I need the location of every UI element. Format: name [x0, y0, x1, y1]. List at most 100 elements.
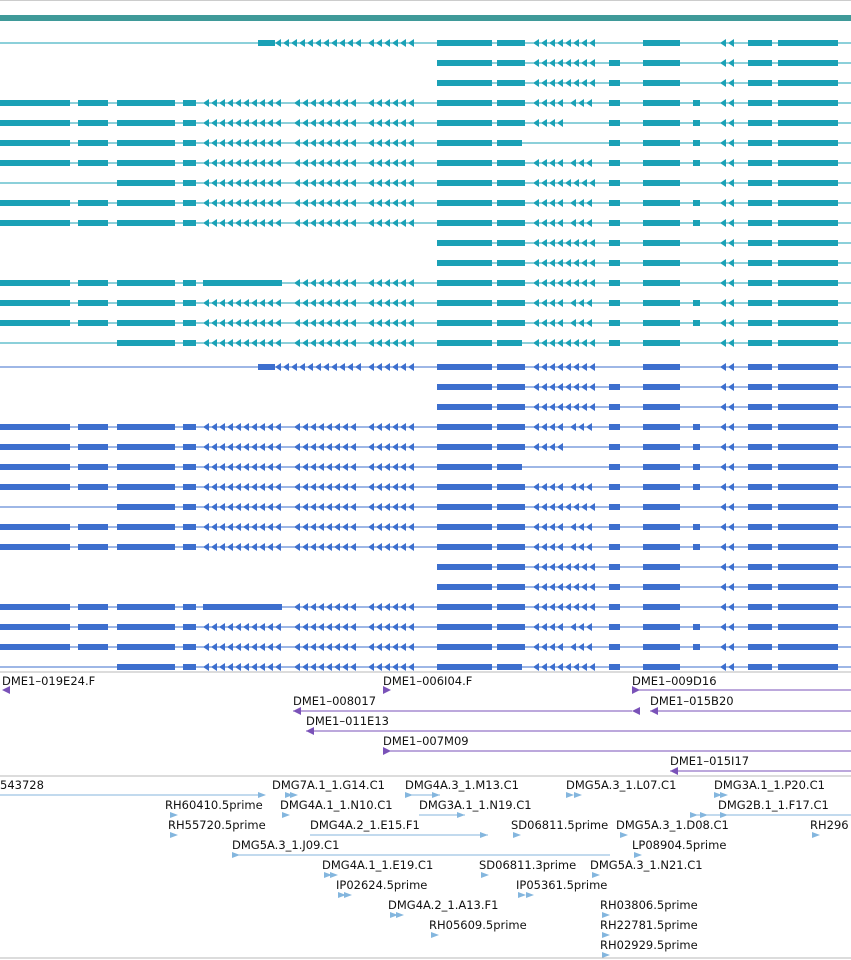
gene-model[interactable]: [0, 159, 851, 167]
strand-arrow: [318, 463, 324, 471]
strand-arrow: [586, 299, 592, 307]
est-feature[interactable]: DMG5A.3_1.N21.C1: [590, 858, 703, 878]
est-feature[interactable]: DMG2B.1_1.F17.C1: [690, 798, 851, 818]
est-feature[interactable]: DMG4A.1_1.N10.C1: [280, 798, 393, 818]
strand-arrow: [350, 199, 356, 207]
strand-arrow: [294, 219, 300, 227]
gene-model[interactable]: [0, 483, 851, 491]
bac-end-feature[interactable]: DME1–011E13: [306, 714, 851, 735]
bac-end-feature[interactable]: DME1–008017: [293, 694, 640, 715]
gene-model[interactable]: [0, 603, 851, 611]
gene-model[interactable]: [437, 583, 851, 591]
exon-block: [778, 60, 838, 66]
gene-model[interactable]: [0, 39, 851, 47]
est-feature[interactable]: LP08904.5prime: [632, 838, 726, 858]
exon-block: [748, 404, 772, 410]
gene-model[interactable]: [0, 503, 851, 511]
exon-block: [78, 200, 108, 206]
gene-model[interactable]: [437, 59, 851, 67]
gene-model[interactable]: [0, 663, 851, 671]
gene-model[interactable]: [0, 119, 851, 127]
est-feature[interactable]: SD06811.3prime: [479, 858, 576, 878]
est-feature[interactable]: DMG5A.3_1.D08.C1: [616, 818, 729, 838]
est-feature[interactable]: DMG5A.3_1.L07.C1: [566, 778, 676, 798]
est-feature[interactable]: DMG4A.3_1.M13.C1: [405, 778, 519, 798]
gene-model[interactable]: [0, 623, 851, 631]
gene-model[interactable]: [0, 643, 851, 651]
strand-arrow: [326, 663, 332, 671]
bac-end-feature[interactable]: DME1–019E24.F: [2, 674, 95, 694]
gene-model[interactable]: [0, 139, 851, 147]
exon-block: [78, 320, 108, 326]
exon-block: [0, 100, 70, 106]
bac-end-feature[interactable]: DME1–006I04.F: [383, 674, 472, 694]
est-feature[interactable]: DMG4A.1_1.E19.C1: [322, 858, 433, 878]
est-feature[interactable]: RH296: [810, 818, 849, 838]
est-feature[interactable]: RH22781.5prime: [600, 918, 698, 938]
est-feature[interactable]: RH55720.5prime: [168, 818, 266, 838]
strand-arrow: [294, 483, 300, 491]
strand-arrow: [368, 443, 374, 451]
strand-arrow: [541, 159, 547, 167]
strand-arrow: [384, 139, 390, 147]
gene-model[interactable]: [437, 259, 851, 267]
gene-model[interactable]: [0, 319, 851, 327]
est-feature[interactable]: 543728: [0, 778, 266, 798]
strand-arrow: [342, 523, 348, 531]
bac-end-feature[interactable]: DME1–007M09: [383, 734, 851, 755]
strand-arrow: [392, 139, 398, 147]
est-feature[interactable]: DMG3A.1_1.P20.C1: [714, 778, 825, 798]
est-feature[interactable]: DMG7A.1_1.G14.C1: [272, 778, 385, 798]
gene-model[interactable]: [0, 363, 851, 371]
est-feature[interactable]: SD06811.5prime: [511, 818, 608, 838]
bac-end-feature[interactable]: DME1–015I17: [670, 754, 851, 775]
strand-arrow: [541, 219, 547, 227]
est-arrow: [690, 812, 698, 818]
est-feature[interactable]: DMG4A.2_1.E15.F1: [310, 818, 488, 838]
gene-model[interactable]: [0, 339, 851, 347]
gene-model[interactable]: [0, 279, 851, 287]
gene-model[interactable]: [437, 239, 851, 247]
est-feature[interactable]: RH60410.5prime: [165, 798, 263, 818]
exon-block: [609, 120, 620, 126]
exon-block: [643, 664, 680, 670]
strand-arrow: [310, 463, 316, 471]
gene-model[interactable]: [0, 199, 851, 207]
est-arrow: [526, 892, 534, 898]
est-feature[interactable]: RH02929.5prime: [600, 938, 698, 958]
gene-model[interactable]: [0, 423, 851, 431]
gene-model[interactable]: [0, 179, 851, 187]
gene-model[interactable]: [0, 543, 851, 551]
strand-arrow: [350, 319, 356, 327]
gene-model[interactable]: [437, 403, 851, 411]
gene-model[interactable]: [437, 79, 851, 87]
exon-block: [693, 220, 700, 226]
est-feature[interactable]: DMG4A.2_1.A13.F1: [388, 898, 498, 918]
gene-model[interactable]: [0, 523, 851, 531]
gene-model[interactable]: [0, 99, 851, 107]
strand-arrow: [557, 239, 563, 247]
est-feature[interactable]: RH03806.5prime: [600, 898, 698, 918]
exon-block: [643, 320, 680, 326]
strand-arrow: [368, 623, 374, 631]
gene-model[interactable]: [437, 563, 851, 571]
gene-model[interactable]: [0, 219, 851, 227]
strand-arrow: [294, 623, 300, 631]
gene-model[interactable]: [0, 299, 851, 307]
strand-arrow: [384, 423, 390, 431]
est-feature[interactable]: IP02624.5prime: [336, 878, 427, 898]
strand-arrow: [310, 339, 316, 347]
est-feature[interactable]: DMG5A.3_1.J09.C1: [232, 838, 610, 858]
gene-model[interactable]: [437, 383, 851, 391]
strand-arrow: [400, 299, 406, 307]
bac-end-feature[interactable]: DME1–015B20: [650, 694, 851, 715]
bac-end-feature[interactable]: DME1–009D16: [632, 674, 851, 694]
est-feature[interactable]: RH05609.5prime: [429, 918, 527, 938]
est-feature[interactable]: DMG3A.1_1.N19.C1: [419, 798, 532, 818]
gene-model[interactable]: [0, 443, 851, 451]
gene-model[interactable]: [0, 463, 851, 471]
strand-arrow: [376, 199, 382, 207]
est-feature[interactable]: IP05361.5prime: [516, 878, 607, 898]
strand-arrow: [326, 219, 332, 227]
exon-block: [258, 364, 275, 370]
